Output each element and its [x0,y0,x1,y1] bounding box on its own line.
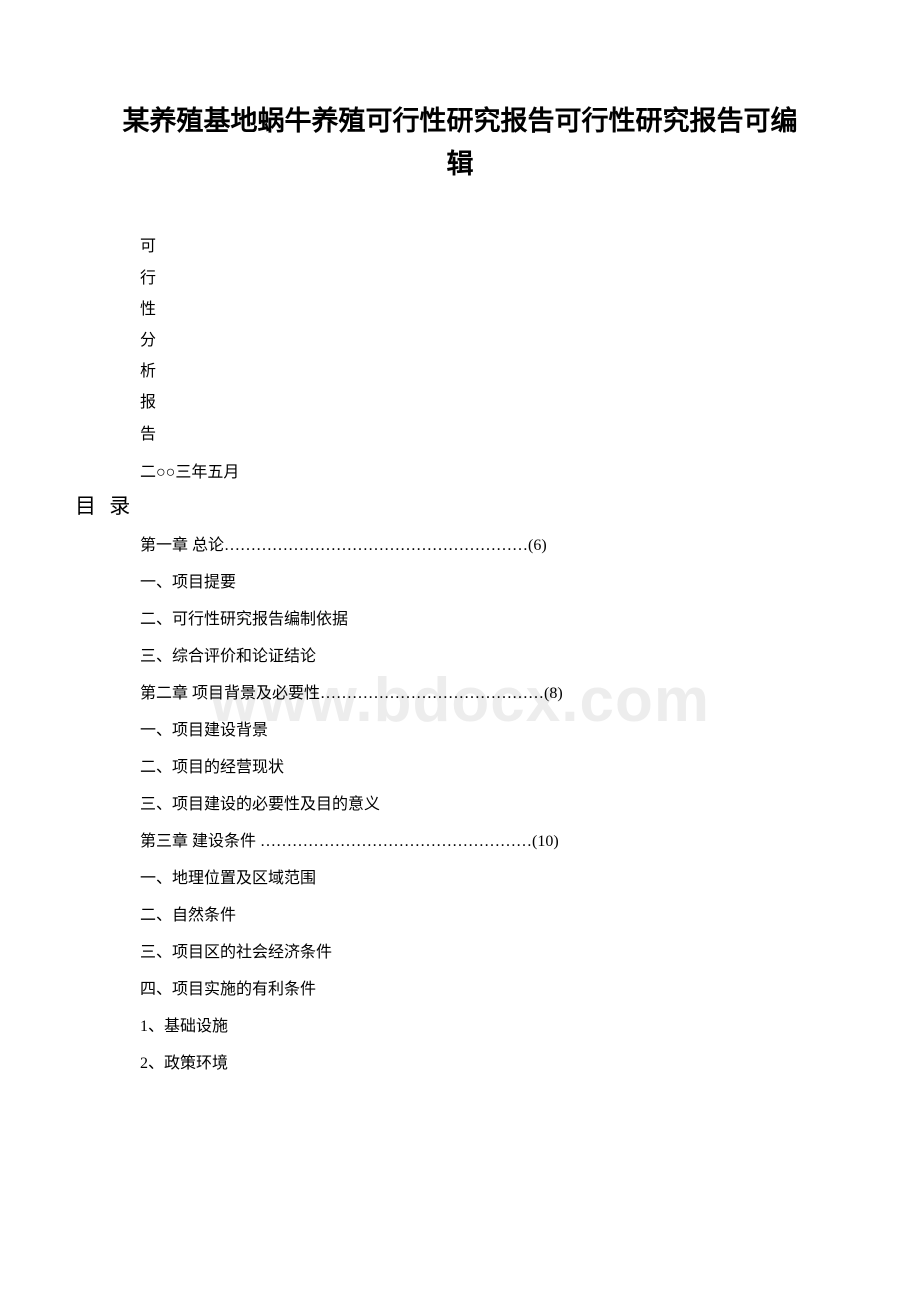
toc-item: 三、项目建设的必要性及目的意义 [140,797,845,813]
toc-item: 四、项目实施的有利条件 [140,982,845,998]
toc-header: 目 录 [75,490,845,520]
vertical-char: 性 [140,294,845,325]
toc-item: 二、项目的经营现状 [140,760,845,776]
vertical-char: 告 [140,419,845,450]
toc-item: 第一章 总论…………………………………………………(6) [140,538,845,554]
vertical-char: 可 [140,231,845,262]
title-line-2: 辑 [447,149,474,179]
title-line-1: 某养殖基地蜗牛养殖可行性研究报告可行性研究报告可编 [123,106,798,136]
toc-item: 二、可行性研究报告编制依据 [140,612,845,628]
toc-item: 2、政策环境 [140,1056,845,1072]
vertical-char-block: 可 行 性 分 析 报 告 [140,231,845,449]
toc-item: 第三章 建设条件 ……………………………………………(10) [140,834,845,850]
toc-item: 一、项目提要 [140,575,845,591]
toc-item: 三、综合评价和论证结论 [140,649,845,665]
vertical-char: 析 [140,356,845,387]
vertical-char: 行 [140,263,845,294]
vertical-char: 报 [140,387,845,418]
vertical-char: 分 [140,325,845,356]
toc-item: 一、项目建设背景 [140,723,845,739]
toc-item: 二、自然条件 [140,908,845,924]
toc-item: 1、基础设施 [140,1019,845,1035]
document-content: 某养殖基地蜗牛养殖可行性研究报告可行性研究报告可编 辑 可 行 性 分 析 报 … [75,100,845,1072]
toc-item: 一、地理位置及区域范围 [140,871,845,887]
toc-list: 第一章 总论…………………………………………………(6) 一、项目提要 二、可行… [140,538,845,1072]
toc-item: 第二章 项目背景及必要性……………………………………(8) [140,686,845,702]
toc-item: 三、项目区的社会经济条件 [140,945,845,961]
document-title: 某养殖基地蜗牛养殖可行性研究报告可行性研究报告可编 辑 [75,100,845,186]
date-text: 二○○三年五月 [140,458,845,482]
